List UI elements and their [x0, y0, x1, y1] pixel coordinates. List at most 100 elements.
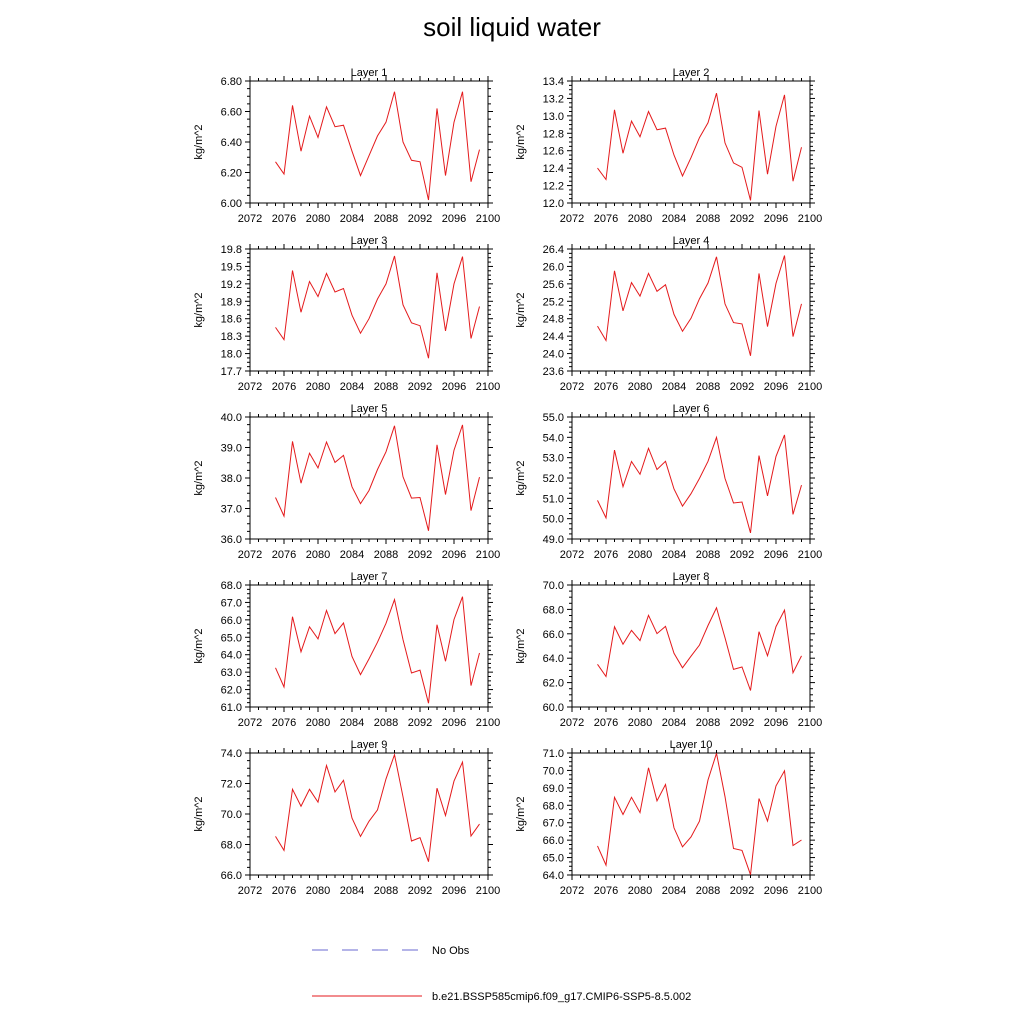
- y-tick-label: 72.0: [221, 779, 242, 791]
- x-tick-label: 2084: [662, 885, 686, 897]
- plot-frame: [249, 584, 489, 708]
- x-tick-label: 2100: [798, 549, 822, 561]
- panel-5: Layer 5 2072 2076 2080 2084 2088 2092 2096 2100 3…: [193, 403, 500, 561]
- y-tick-label: 26.0: [543, 261, 564, 273]
- y-tick-label: 24.4: [543, 331, 564, 343]
- x-tick-label: 2072: [560, 381, 584, 393]
- x-tick-label: 2092: [408, 549, 432, 561]
- panel-title: Layer 4: [673, 235, 710, 247]
- y-tick-label: 19.5: [221, 261, 242, 273]
- y-tick-label: 19.2: [221, 279, 242, 291]
- y-tick-label: 6.40: [221, 137, 242, 149]
- y-tick-label: 66.0: [221, 615, 242, 627]
- plot-frame: [571, 248, 811, 372]
- y-tick-label: 55.0: [543, 412, 564, 424]
- x-tick-label: 2084: [662, 549, 686, 561]
- y-tick-label: 64.0: [543, 870, 564, 882]
- y-axis-label: kg/m^2: [193, 124, 205, 159]
- x-tick-label: 2092: [408, 717, 432, 729]
- y-tick-label: 67.0: [221, 597, 242, 609]
- x-tick-label: 2092: [730, 885, 754, 897]
- plot-frame: [249, 752, 489, 876]
- y-tick-label: 23.6: [543, 366, 564, 378]
- plot-frame: [249, 80, 489, 204]
- x-tick-label: 2088: [374, 549, 398, 561]
- x-tick-label: 2092: [730, 549, 754, 561]
- y-axis-label: kg/m^2: [515, 460, 527, 495]
- y-axis-label: kg/m^2: [515, 124, 527, 159]
- x-tick-label: 2084: [340, 717, 364, 729]
- x-tick-label: 2096: [764, 717, 788, 729]
- y-tick-label: 61.0: [221, 702, 242, 714]
- x-tick-label: 2080: [628, 213, 652, 225]
- panel-title: Layer 5: [351, 403, 388, 415]
- y-tick-label: 60.0: [543, 702, 564, 714]
- x-tick-label: 2084: [662, 213, 686, 225]
- plot-frame: [249, 416, 489, 540]
- legend-label-no-obs: No Obs: [432, 945, 470, 957]
- panel-9: Layer 9 2072 2076 2080 2084 2088 2092 2096 2100 6…: [193, 739, 500, 897]
- x-tick-label: 2076: [594, 717, 618, 729]
- panel-title: Layer 8: [673, 571, 710, 583]
- x-tick-label: 2084: [662, 381, 686, 393]
- x-tick-label: 2072: [560, 213, 584, 225]
- y-tick-label: 64.0: [543, 653, 564, 665]
- x-tick-label: 2080: [306, 885, 330, 897]
- x-tick-label: 2076: [594, 549, 618, 561]
- y-tick-label: 62.0: [221, 685, 242, 697]
- x-tick-label: 2076: [594, 213, 618, 225]
- y-tick-label: 12.8: [543, 128, 564, 140]
- y-tick-label: 13.2: [543, 93, 564, 105]
- panel-8: Layer 8 2072 2076 2080 2084 2088 2092 2096 2100 6…: [515, 571, 822, 729]
- y-tick-label: 13.0: [543, 111, 564, 123]
- x-tick-label: 2096: [442, 885, 466, 897]
- x-tick-label: 2088: [696, 885, 720, 897]
- x-tick-label: 2076: [594, 885, 618, 897]
- x-tick-label: 2080: [306, 549, 330, 561]
- y-tick-label: 70.0: [543, 580, 564, 592]
- x-tick-label: 2080: [628, 885, 652, 897]
- y-tick-label: 18.9: [221, 296, 242, 308]
- panel-title: Layer 1: [351, 67, 388, 79]
- y-tick-label: 12.6: [543, 146, 564, 158]
- figure-title: soil liquid water: [423, 12, 601, 42]
- x-tick-label: 2084: [662, 717, 686, 729]
- x-tick-label: 2088: [696, 213, 720, 225]
- y-tick-label: 37.0: [221, 504, 242, 516]
- plot-frame: [571, 416, 811, 540]
- series-line: [597, 434, 802, 534]
- y-tick-label: 12.4: [543, 163, 564, 175]
- y-tick-label: 19.8: [221, 244, 242, 256]
- y-tick-label: 70.0: [221, 809, 242, 821]
- y-axis-label: kg/m^2: [515, 796, 527, 831]
- y-axis-label: kg/m^2: [193, 292, 205, 327]
- y-tick-label: 62.0: [543, 678, 564, 690]
- y-tick-label: 69.0: [543, 783, 564, 795]
- x-tick-label: 2084: [340, 885, 364, 897]
- panel-title: Layer 7: [351, 571, 388, 583]
- y-axis-label: kg/m^2: [515, 292, 527, 327]
- x-tick-label: 2076: [272, 885, 296, 897]
- y-tick-label: 64.0: [221, 650, 242, 662]
- y-tick-label: 66.0: [543, 629, 564, 641]
- y-tick-label: 17.7: [221, 366, 242, 378]
- y-tick-label: 51.0: [543, 493, 564, 505]
- x-tick-label: 2072: [238, 381, 262, 393]
- panel-4: Layer 4 2072 2076 2080 2084 2088 2092 2096 2100 2…: [515, 235, 822, 393]
- y-tick-label: 18.3: [221, 331, 242, 343]
- y-axis-label: kg/m^2: [193, 628, 205, 663]
- x-tick-label: 2100: [798, 381, 822, 393]
- x-tick-label: 2080: [306, 717, 330, 729]
- x-tick-label: 2088: [374, 885, 398, 897]
- x-tick-label: 2080: [628, 549, 652, 561]
- x-tick-label: 2072: [560, 549, 584, 561]
- x-tick-label: 2092: [408, 381, 432, 393]
- x-tick-label: 2076: [272, 717, 296, 729]
- plot-frame: [571, 80, 811, 204]
- series-line: [275, 596, 480, 704]
- x-tick-label: 2080: [306, 381, 330, 393]
- x-tick-label: 2088: [374, 717, 398, 729]
- panel-title: Layer 3: [351, 235, 388, 247]
- y-tick-label: 6.20: [221, 168, 242, 180]
